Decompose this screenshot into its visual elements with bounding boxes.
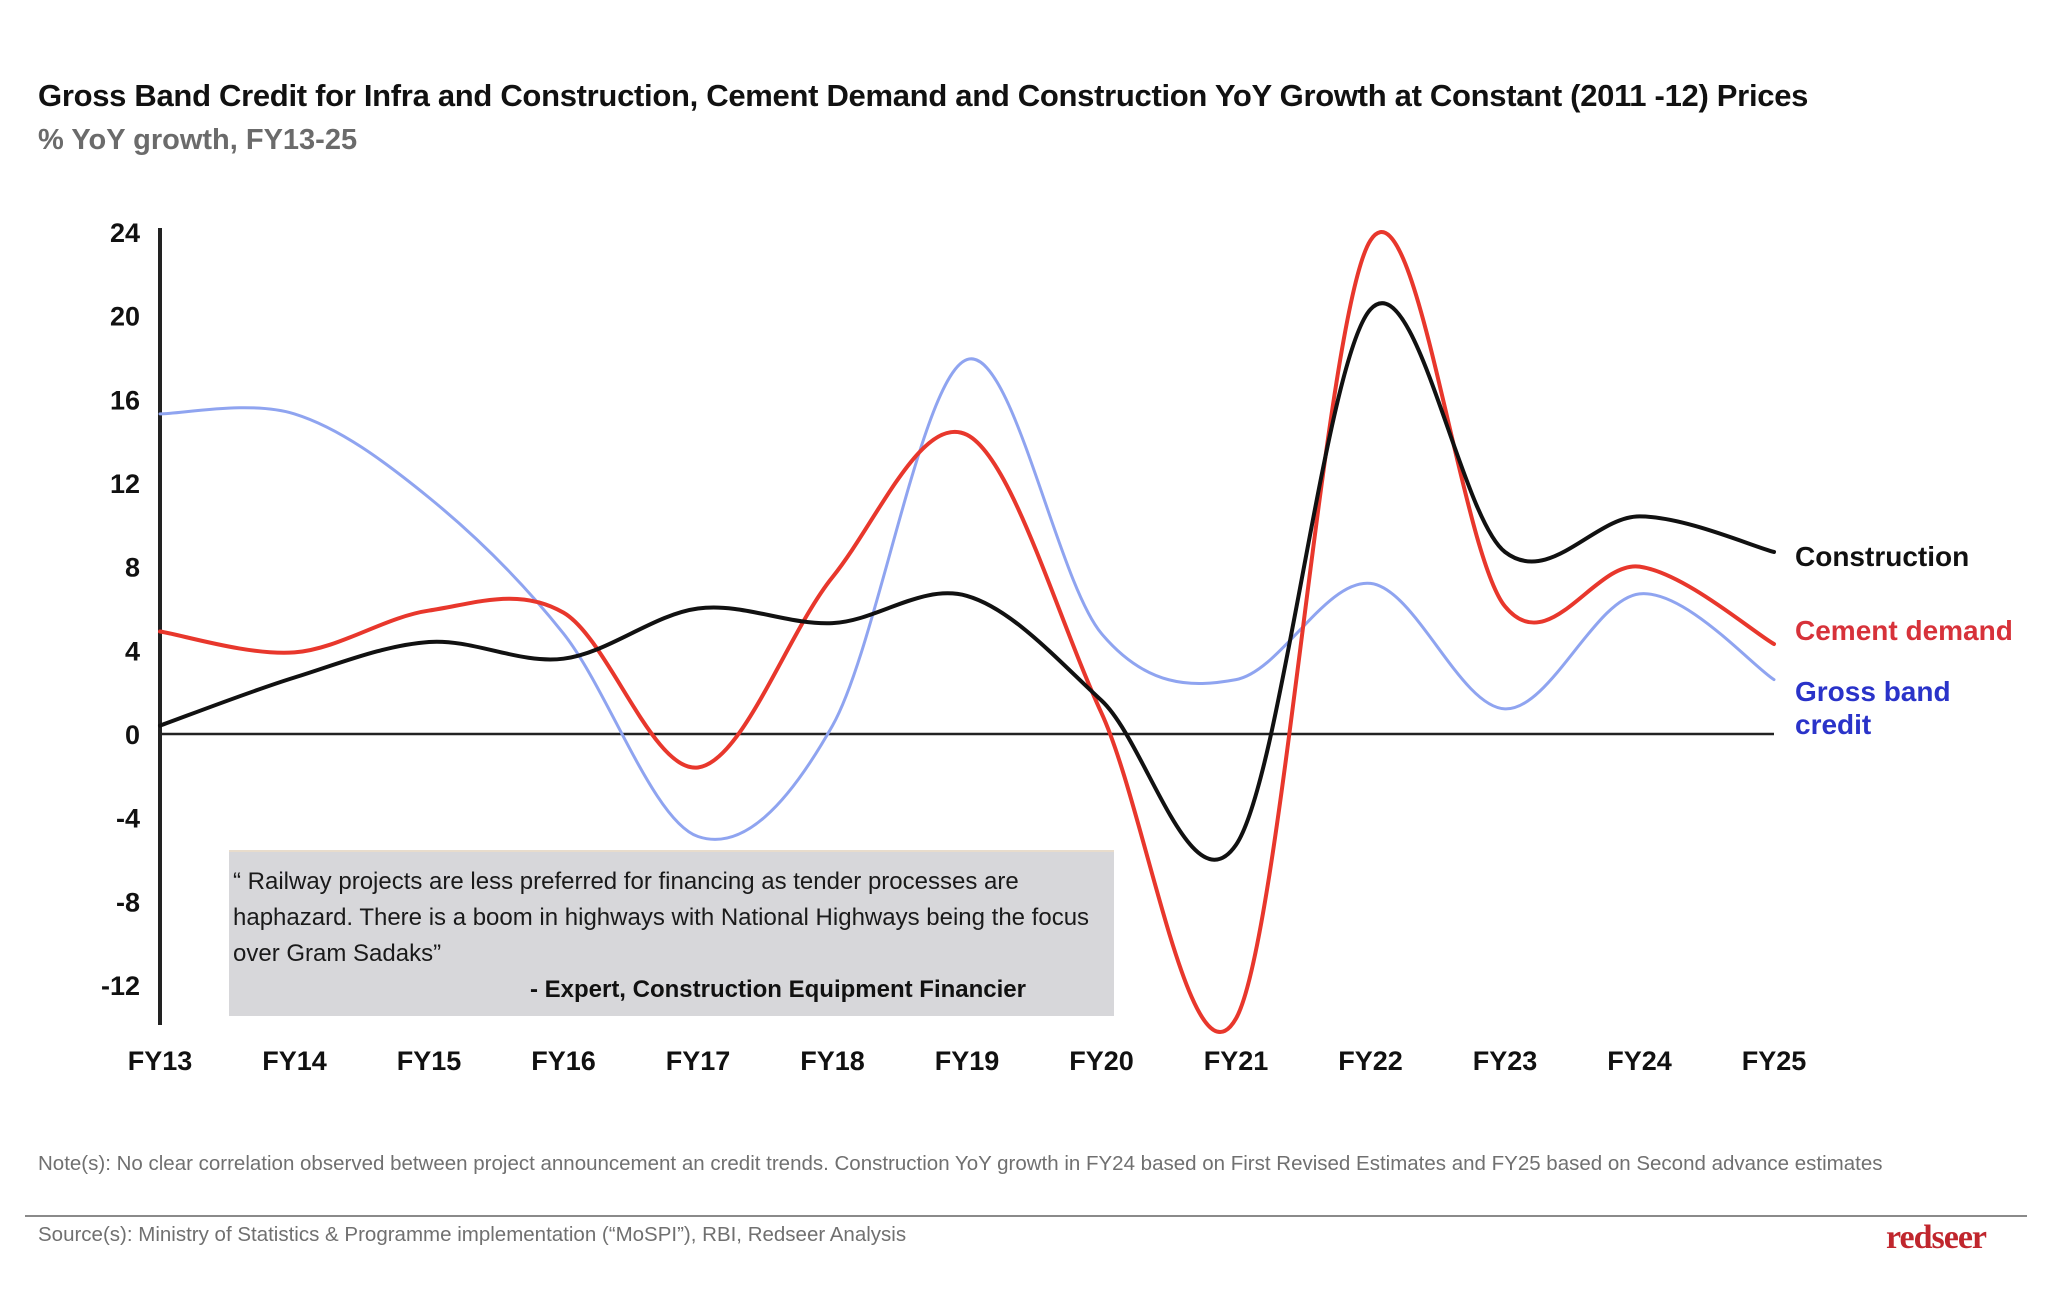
source-note: Source(s): Ministry of Statistics & Prog… — [38, 1223, 907, 1246]
y-tick-label: 4 — [125, 636, 140, 666]
footer-divider — [25, 1215, 2027, 1217]
y-tick-label: -4 — [116, 804, 140, 834]
legend-label-cement-demand: Cement demand — [1795, 615, 2013, 646]
legend-label-gross-band-credit: Gross band — [1795, 676, 1951, 707]
x-tick-label: FY22 — [1338, 1046, 1403, 1076]
footnote: Note(s): No clear correlation observed b… — [38, 1152, 1883, 1175]
x-tick-label: FY17 — [666, 1046, 731, 1076]
x-tick-label: FY14 — [262, 1046, 327, 1076]
legend-label-construction: Construction — [1795, 541, 1969, 572]
x-tick-label: FY24 — [1607, 1046, 1672, 1076]
series-lines — [158, 230, 1776, 1034]
redseer-logo: redseer — [1886, 1219, 1987, 1256]
y-tick-label: -8 — [116, 887, 140, 917]
expert-quote-box: “ Railway projects are less preferred fo… — [229, 850, 1114, 1016]
expert-quote-author: - Expert, Construction Equipment Financi… — [529, 976, 1026, 1003]
x-tick-label: FY21 — [1204, 1046, 1269, 1076]
y-tick-label: 12 — [110, 469, 140, 499]
y-tick-label: 8 — [125, 553, 140, 583]
x-tick-label: FY25 — [1742, 1046, 1807, 1076]
y-tick-label: 20 — [110, 302, 140, 332]
chart-subtitle: % YoY growth, FY13-25 — [38, 124, 358, 156]
x-tick-label: FY20 — [1069, 1046, 1134, 1076]
y-tick-label: 24 — [110, 218, 140, 248]
legend-label-gross-band-credit: credit — [1795, 709, 1871, 740]
y-tick-label: 16 — [110, 385, 140, 415]
y-tick-label: 0 — [125, 720, 140, 750]
series-line-construction — [158, 301, 1776, 862]
x-tick-label: FY23 — [1473, 1046, 1538, 1076]
expert-quote-text: “ Railway projects are less preferred fo… — [233, 868, 1090, 967]
y-tick-label: -12 — [101, 971, 140, 1001]
x-tick-label: FY13 — [128, 1046, 193, 1076]
series-line-gross-band-credit — [158, 357, 1776, 841]
series-line-cement-demand — [158, 230, 1776, 1034]
x-tick-label: FY15 — [397, 1046, 462, 1076]
chart-title: Gross Band Credit for Infra and Construc… — [38, 78, 1809, 113]
x-tick-label: FY18 — [800, 1046, 865, 1076]
legend: Construction Cement demand Gross bandcredi… — [1795, 541, 2013, 740]
x-tick-label: FY16 — [531, 1046, 596, 1076]
y-axis-ticks: 24 20 16 12 8 4 0 -4 -8 -12 — [101, 218, 140, 1001]
x-axis-ticks: FY13 FY14 FY15 FY16 FY17 FY18 FY19 FY20 FY21 FY22… — [128, 1046, 1807, 1076]
x-tick-label: FY19 — [935, 1046, 1000, 1076]
